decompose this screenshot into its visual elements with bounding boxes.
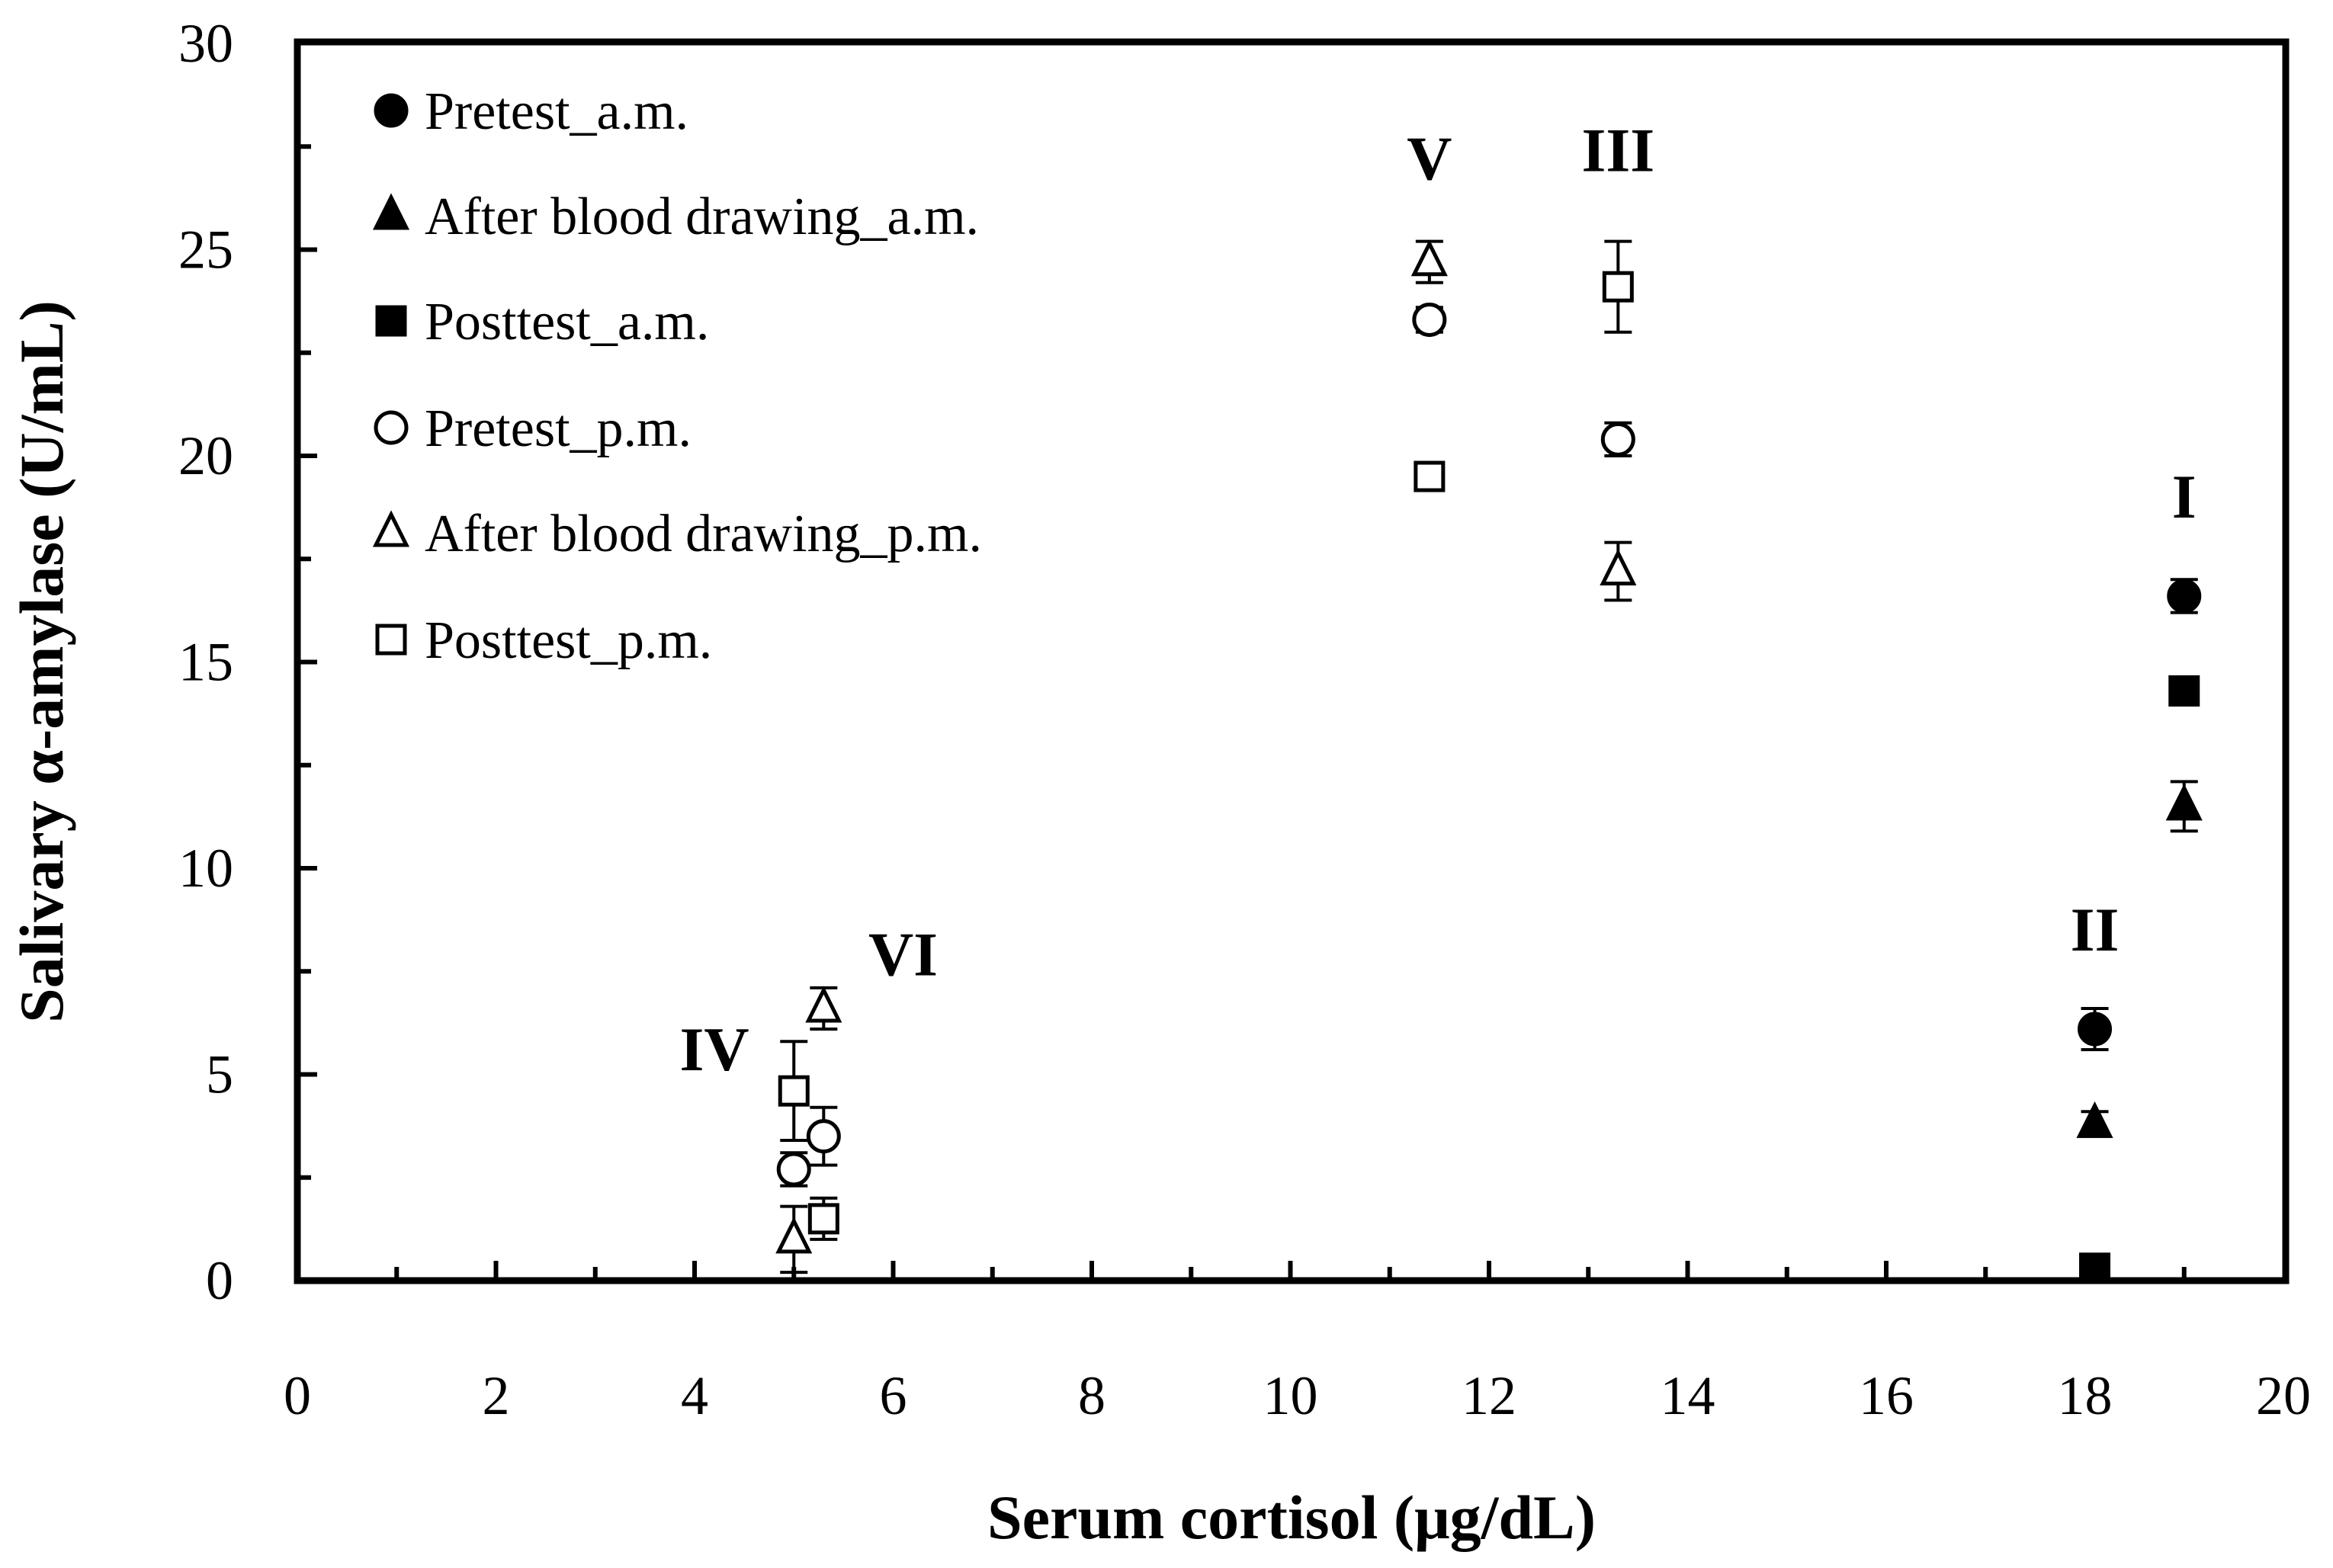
x-axis-title: Serum cortisol (μg/dL)	[987, 1483, 1596, 1552]
x-tick-label: 6	[880, 1365, 907, 1426]
y-tick-label: 15	[178, 632, 233, 693]
series-3	[776, 302, 1635, 1188]
y-tick-label: 10	[178, 838, 233, 899]
data-point-circle	[776, 1152, 811, 1187]
legend-swatch-triangle	[372, 510, 410, 547]
y-axis-title: Salivary α-amylase (U/mL)	[7, 300, 76, 1023]
data-point-circle	[2167, 579, 2202, 614]
series-4	[775, 239, 1637, 1275]
x-tick-label: 12	[1462, 1365, 1516, 1426]
series-5	[778, 239, 1634, 1241]
data-point-square	[1602, 271, 1634, 303]
group-label: I	[2172, 462, 2197, 531]
data-point-triangle	[2076, 1101, 2113, 1138]
y-tick-label: 20	[178, 425, 233, 486]
data-point-square	[1414, 460, 1446, 492]
group-label: VI	[868, 920, 938, 989]
legend-label: Posttest_a.m.	[425, 293, 709, 351]
x-tick-label: 4	[681, 1365, 708, 1426]
x-tick-labels: 0 2 4 6 8 10 12 14 16 18 20	[284, 1365, 2311, 1426]
legend-item: Pretest_p.m.	[374, 399, 692, 458]
legend-label: Pretest_p.m.	[425, 399, 692, 458]
legend-label: Posttest_p.m.	[425, 611, 712, 670]
group-label: III	[1581, 116, 1654, 185]
data-point-triangle	[1600, 548, 1637, 585]
data-point-triangle	[2165, 784, 2203, 821]
data-point-square	[2079, 1252, 2111, 1284]
data-point-circle	[806, 1119, 841, 1154]
x-tick-label: 16	[1859, 1365, 1914, 1426]
data-point-circle	[1600, 422, 1635, 457]
y-tick-label: 30	[178, 13, 233, 74]
x-tick-label: 2	[483, 1365, 510, 1426]
group-label: V	[1407, 124, 1452, 194]
legend-item: Posttest_p.m.	[375, 611, 712, 670]
legend-item: Posttest_a.m.	[375, 293, 709, 351]
data-point-square	[778, 1075, 810, 1107]
group-label: IV	[679, 1015, 749, 1084]
y-tick-labels: 0 5 10 15 20 25 30	[178, 13, 233, 1311]
series-2	[2079, 675, 2200, 1284]
group-label: II	[2071, 895, 2120, 964]
data-point-square	[2168, 675, 2200, 707]
series-1	[2076, 780, 2203, 1138]
legend-swatch-square	[375, 624, 407, 656]
y-tick-label: 25	[178, 220, 233, 281]
data-point-triangle	[805, 986, 842, 1023]
legend-swatch-triangle	[372, 193, 410, 230]
data-marks	[775, 239, 2203, 1284]
data-point-circle	[1412, 302, 1447, 337]
x-tick-label: 20	[2256, 1365, 2311, 1426]
legend-swatch-circle	[374, 410, 409, 445]
axis-ticks	[297, 144, 2187, 1281]
x-tick-label: 10	[1263, 1365, 1318, 1426]
data-point-triangle	[775, 1217, 813, 1254]
y-tick-label: 5	[206, 1044, 233, 1105]
legend-label: Pretest_a.m.	[425, 82, 688, 141]
legend-swatch-circle	[374, 93, 409, 128]
x-tick-label: 14	[1661, 1365, 1715, 1426]
data-point-triangle	[1410, 239, 1448, 277]
x-tick-label: 8	[1078, 1365, 1106, 1426]
legend-item: After blood drawing_a.m.	[372, 188, 979, 246]
legend-item: Pretest_a.m.	[374, 82, 688, 141]
data-point-circle	[2078, 1012, 2113, 1047]
x-tick-label: 18	[2058, 1365, 2113, 1426]
x-tick-label: 0	[284, 1365, 311, 1426]
data-point-square	[807, 1203, 839, 1235]
series-0	[2078, 578, 2202, 1052]
legend-item: After blood drawing_p.m.	[372, 505, 982, 563]
y-tick-label: 0	[206, 1250, 233, 1311]
legend-swatch-square	[375, 305, 407, 337]
legend-label: After blood drawing_p.m.	[425, 505, 982, 563]
legend: Pretest_a.m. After blood drawing_a.m. Post…	[372, 82, 982, 670]
legend-label: After blood drawing_a.m.	[425, 188, 979, 246]
